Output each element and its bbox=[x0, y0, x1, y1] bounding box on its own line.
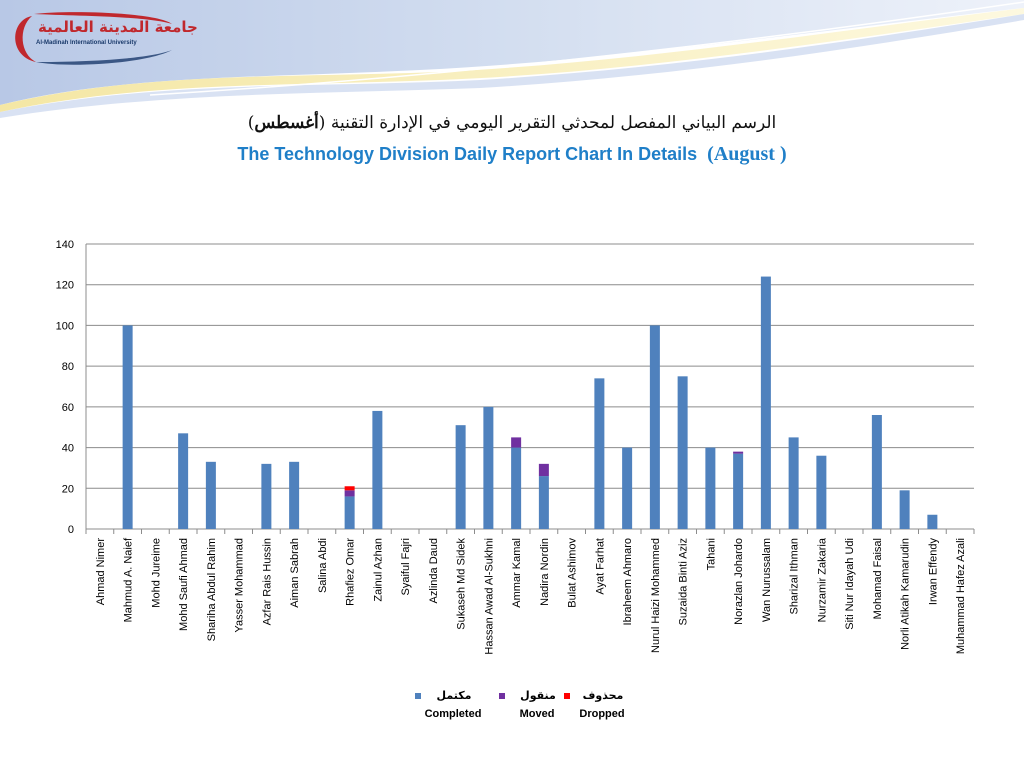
bar-moved bbox=[733, 451, 744, 454]
logo-name-arabic: جامعة المدينة العالمية bbox=[38, 18, 198, 36]
legend-swatch-completed bbox=[415, 693, 421, 699]
y-tick-label: 60 bbox=[62, 402, 74, 414]
legend-label-en: Dropped bbox=[579, 708, 624, 720]
bar-completed bbox=[261, 463, 272, 529]
y-tick-label: 20 bbox=[62, 483, 74, 495]
logo-emblem bbox=[15, 12, 172, 65]
legend-label-ar: منقول bbox=[520, 689, 556, 702]
y-tick-label: 0 bbox=[68, 524, 74, 536]
x-tick-label: Nadira Nordin bbox=[539, 538, 551, 606]
y-tick-label: 100 bbox=[56, 320, 74, 332]
title-arabic-month: أغسطس bbox=[254, 113, 319, 133]
y-tick-label: 40 bbox=[62, 443, 74, 455]
legend-label-ar: مكتمل bbox=[437, 689, 472, 702]
x-tick-label: Nurzamir Zakaria bbox=[816, 537, 828, 622]
x-tick-label: Zainul Azhan bbox=[372, 538, 384, 602]
x-tick-label: Bulat Ashimov bbox=[567, 538, 579, 608]
legend-swatch-dropped bbox=[564, 693, 570, 699]
bar-completed bbox=[622, 447, 633, 529]
bar-completed bbox=[816, 455, 827, 529]
bar-completed bbox=[788, 437, 799, 529]
x-tick-label: Ibraheem Ahmaro bbox=[622, 538, 634, 625]
bar-completed bbox=[455, 425, 466, 529]
x-tick-label: Ammar Kamal bbox=[511, 538, 523, 608]
bar-completed bbox=[178, 433, 189, 529]
x-tick-label: Yasser Mohammad bbox=[234, 538, 246, 633]
bar-completed bbox=[927, 514, 938, 529]
university-logo: جامعة المدينة العالمية Al-Madinah Intern… bbox=[6, 6, 198, 70]
legend-swatch-moved bbox=[499, 693, 505, 699]
x-tick-label: Hassan Awad Al-Sukhni bbox=[483, 538, 495, 655]
x-tick-label: Mohd Jureime bbox=[150, 538, 162, 608]
x-tick-label: Norazlan Johardo bbox=[733, 538, 745, 625]
bar-completed bbox=[538, 476, 549, 529]
bar-completed bbox=[594, 378, 605, 529]
title-english-main: The Technology Division Daily Report Cha… bbox=[237, 144, 698, 164]
x-tick-label: Salina Abdi bbox=[317, 538, 329, 593]
x-tick-label: Rhafiez Omar bbox=[345, 538, 357, 606]
title-arabic-main: الرسم البياني المفصل لمحدثي التقرير اليو… bbox=[330, 113, 777, 133]
x-tick-label: Mohamad Faisal bbox=[872, 538, 884, 619]
x-tick-label: Aiman Sabrah bbox=[289, 538, 301, 608]
bar-completed bbox=[760, 276, 771, 529]
x-tick-label: Syaiful Fajri bbox=[400, 538, 412, 595]
y-tick-label: 140 bbox=[56, 239, 74, 251]
bar-completed bbox=[649, 325, 660, 529]
x-tick-label: Norli Atikah Kamarudin bbox=[900, 538, 912, 650]
x-tick-label: Muhammad Hafez Azali bbox=[955, 538, 967, 654]
bar-completed bbox=[372, 410, 383, 529]
bar-completed bbox=[871, 415, 882, 529]
bar-completed bbox=[511, 447, 522, 529]
x-tick-label: Azfar Rais Hussin bbox=[261, 538, 273, 625]
y-tick-label: 80 bbox=[62, 361, 74, 373]
x-tick-label: Mahmud A. Naief bbox=[123, 537, 135, 622]
bar-completed bbox=[483, 406, 494, 529]
x-tick-label: Nurul Haizi Mohammed bbox=[650, 538, 662, 653]
legend-label-en: Moved bbox=[520, 708, 555, 720]
bar-moved bbox=[538, 463, 549, 477]
bar-completed bbox=[122, 325, 133, 529]
x-tick-label: Irwan Effendy bbox=[927, 538, 939, 606]
bar-moved bbox=[511, 437, 522, 448]
bar-completed bbox=[344, 496, 355, 529]
bar-completed bbox=[677, 376, 688, 529]
logo-name-english: Al-Madinah International University bbox=[36, 40, 137, 46]
bar-completed bbox=[289, 461, 300, 529]
bar-completed bbox=[899, 490, 910, 529]
bar-completed bbox=[733, 453, 744, 529]
x-tick-label: Wan Nurussalam bbox=[761, 538, 773, 622]
header-swoosh-decoration bbox=[0, 0, 1024, 118]
bar-moved bbox=[344, 490, 355, 497]
bar-completed bbox=[705, 447, 716, 529]
x-tick-label: Siti Nur Idayah Udi bbox=[844, 538, 856, 630]
bar-dropped bbox=[344, 486, 355, 491]
legend-label-ar: محذوف bbox=[583, 689, 624, 702]
x-tick-label: Ahmad Nimer bbox=[95, 538, 107, 606]
x-tick-label: Sukaseh Md Sidek bbox=[456, 538, 468, 630]
x-tick-label: Azlinda Daud bbox=[428, 538, 440, 603]
x-tick-label: Suzaida Binti Aziz bbox=[678, 538, 690, 625]
legend-label-en: Completed bbox=[425, 708, 482, 720]
x-tick-label: Tahani bbox=[705, 538, 717, 570]
x-tick-label: Sharizal Ithman bbox=[789, 538, 801, 614]
x-tick-label: Shariha Abdul Rahim bbox=[206, 538, 218, 641]
x-tick-label: Mohd Saufi Ahmad bbox=[178, 538, 190, 631]
title-english: The Technology Division Daily Report Cha… bbox=[237, 143, 787, 165]
title-english-month: August bbox=[713, 143, 775, 165]
x-tick-label: Ayat Farhat bbox=[594, 538, 606, 595]
bar-completed bbox=[205, 461, 216, 529]
title-arabic: الرسم البياني المفصل لمحدثي التقرير اليو… bbox=[247, 113, 777, 133]
y-tick-label: 120 bbox=[56, 280, 74, 292]
